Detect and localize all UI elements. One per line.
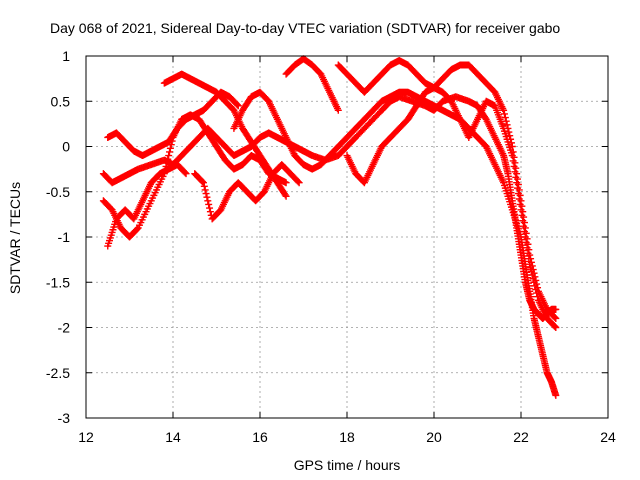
x-tick-label: 20: [426, 429, 442, 445]
data-point: [515, 195, 523, 203]
data-point: [530, 278, 538, 286]
chart-title: Day 068 of 2021, Sidereal Day-to-day VTE…: [50, 20, 560, 36]
data-point: [509, 157, 517, 165]
data-point: [531, 282, 539, 290]
data-point: [518, 211, 526, 219]
data-point: [551, 314, 559, 322]
data-point: [520, 222, 528, 230]
data-point: [534, 293, 542, 301]
x-tick-label: 22: [513, 429, 529, 445]
y-tick-label: -2.5: [46, 365, 70, 381]
grid: [85, 55, 609, 419]
data-point: [202, 190, 210, 198]
series-sat-e: [191, 161, 303, 223]
data-point: [204, 197, 212, 205]
data-point: [527, 264, 535, 272]
data-point: [165, 152, 173, 160]
data-point: [552, 305, 560, 313]
data-point: [521, 233, 529, 241]
data-point: [500, 106, 508, 114]
data-point: [520, 228, 528, 236]
data-point: [233, 101, 241, 109]
data-point: [551, 323, 559, 331]
data-point: [524, 249, 532, 257]
data-point: [164, 155, 172, 163]
data-point: [522, 238, 530, 246]
data-point: [166, 148, 174, 156]
y-tick-label: 0: [62, 139, 70, 155]
x-tick-label: 14: [165, 429, 181, 445]
data-point: [516, 200, 524, 208]
data-point: [529, 275, 537, 283]
y-axis-label: SDTVAR / TECUs: [7, 182, 23, 294]
data-point: [508, 152, 516, 160]
data-point: [203, 193, 211, 201]
data-point: [200, 182, 208, 190]
y-tick-label: -2: [58, 320, 71, 336]
data-point: [511, 168, 519, 176]
y-tick-label: -3: [58, 410, 71, 426]
data-point: [519, 217, 527, 225]
data-point: [199, 178, 207, 186]
y-tick-label: -1: [58, 229, 71, 245]
data-point: [512, 173, 520, 181]
data-point: [523, 244, 531, 252]
data-point: [525, 255, 533, 263]
series-sat-f: [230, 88, 560, 399]
data-point: [201, 186, 209, 194]
x-tick-label: 16: [252, 429, 268, 445]
data-point: [532, 285, 540, 293]
series-sat-a: [99, 93, 560, 322]
x-tick-label: 18: [339, 429, 355, 445]
data-point: [206, 208, 214, 216]
y-tick-label: -1.5: [46, 274, 70, 290]
data-point: [513, 179, 521, 187]
data-point: [163, 159, 171, 167]
data-point: [501, 114, 509, 122]
data-point: [526, 260, 534, 268]
data-point: [234, 102, 242, 110]
x-axis-label: GPS time / hours: [294, 457, 401, 473]
y-tick-labels: 1 0.5 0 -0.5 -1 -1.5 -2 -2.5 -3: [46, 48, 70, 426]
data-point: [503, 121, 511, 129]
series-sat-j: [104, 161, 190, 250]
data-point: [528, 271, 536, 279]
series-sat-d: [160, 70, 290, 200]
data-point: [281, 191, 289, 199]
y-tick-label: -0.5: [46, 184, 70, 200]
data-point: [510, 162, 518, 170]
series-sat-g: [282, 55, 342, 114]
data-series: [99, 55, 560, 399]
data-point: [552, 324, 560, 331]
data-point: [334, 106, 342, 114]
data-point: [295, 179, 303, 187]
data-point: [514, 190, 522, 198]
y-tick-label: 0.5: [51, 93, 71, 109]
x-tick-label: 12: [78, 429, 94, 445]
data-point: [182, 170, 190, 178]
data-point: [533, 289, 541, 297]
data-point: [552, 391, 560, 399]
data-point: [166, 144, 174, 152]
data-point: [500, 110, 508, 118]
data-point: [552, 314, 560, 322]
data-point: [205, 200, 213, 208]
data-point: [294, 178, 302, 186]
data-point: [133, 225, 141, 233]
data-point: [282, 192, 290, 200]
data-point: [282, 179, 290, 187]
data-point: [199, 179, 207, 187]
data-point: [506, 132, 514, 140]
data-point: [517, 206, 525, 214]
y-tick-label: 1: [62, 48, 70, 64]
data-point: [514, 184, 522, 192]
plot-frame: [85, 55, 609, 419]
data-point: [181, 169, 189, 177]
data-point: [527, 267, 535, 275]
x-tick-label: 24: [600, 429, 616, 445]
series-sat-i: [343, 84, 560, 331]
x-tick-labels: 12 14 16 18 20 22 24: [78, 429, 616, 445]
data-point: [206, 204, 214, 212]
